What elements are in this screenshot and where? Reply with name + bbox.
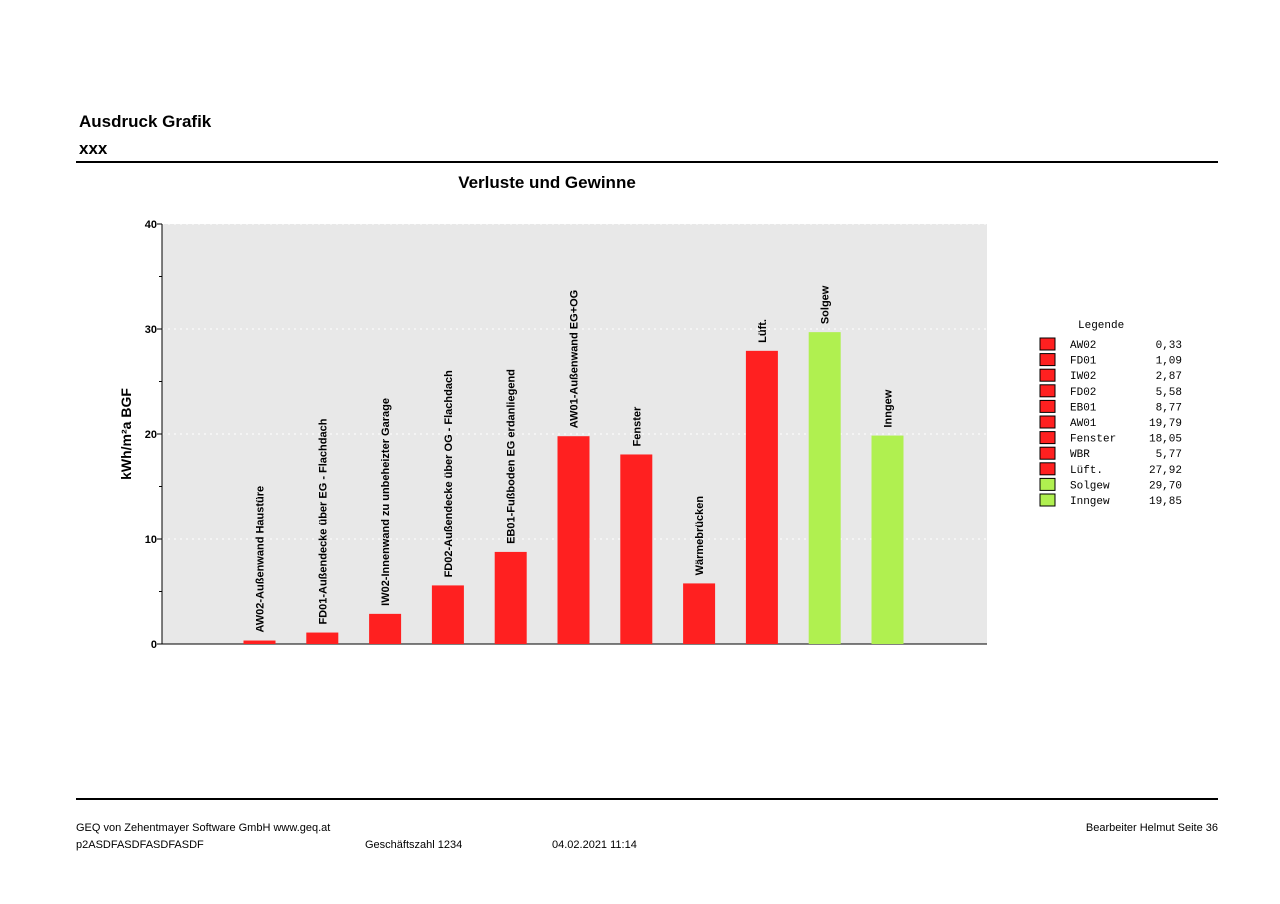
bar xyxy=(871,435,904,644)
bar-chart: Verluste und Gewinne 0 10 20 30 40 kWh/m²a B… xyxy=(118,173,1182,651)
bar xyxy=(745,350,778,644)
legend-swatch xyxy=(1039,493,1056,507)
legend-entry-value: 1,09 xyxy=(1156,356,1182,368)
y-ticks: 0 10 20 30 40 xyxy=(145,219,162,651)
bar xyxy=(431,585,464,644)
bar xyxy=(620,454,653,644)
bar-category-label: AW02-Außenwand Haustüre xyxy=(255,486,267,633)
y-axis-label: kWh/m²a BGF xyxy=(118,388,134,480)
bar-labels: AW02-Außenwand Haustüre FD01-Außendecke ü… xyxy=(255,285,895,632)
bar-category-label: Lüft. xyxy=(757,319,769,343)
bar-category-label: Fenster xyxy=(631,406,643,446)
bars xyxy=(243,332,904,644)
legend-swatch xyxy=(1039,337,1056,351)
legend-swatch xyxy=(1039,446,1056,460)
bar-category-label: FD01-Außendecke über EG - Flachdach xyxy=(317,418,329,624)
legend-entry-name: Solgew xyxy=(1070,480,1110,492)
y-tick-label: 20 xyxy=(145,429,157,441)
legend-entry-name: WBR xyxy=(1070,449,1090,461)
legend-entry-name: IW02 xyxy=(1070,371,1096,383)
footer-editor: Bearbeiter Helmut Seite 36 xyxy=(1085,822,1218,834)
legend-entry-value: 0,33 xyxy=(1156,340,1182,352)
bar xyxy=(369,613,402,644)
y-tick-label: 10 xyxy=(145,534,157,546)
legend-entry-value: 2,87 xyxy=(1156,371,1182,383)
legend-entry-name: AW01 xyxy=(1070,418,1097,430)
footer-company: GEQ von Zehentmayer Software GmbH www.ge… xyxy=(76,822,331,834)
legend-entry-name: FD01 xyxy=(1070,356,1097,368)
footer-project: p2ASDFASDFASDFASDF xyxy=(76,839,204,851)
bar-category-label: FD02-Außendecke über OG - Flachdach xyxy=(443,370,455,577)
footer-datetime: 04.02.2021 11:14 xyxy=(552,839,637,851)
legend-entry-value: 5,77 xyxy=(1156,449,1182,461)
bar xyxy=(808,332,841,644)
legend-title: Legende xyxy=(1078,320,1124,332)
legend: Legende AW02 0,33 FD01 1,09 IW02 2,87 FD02 5,58… xyxy=(1039,320,1182,508)
legend-entry-name: FD02 xyxy=(1070,387,1096,399)
footer-reference: Geschäftszahl 1234 xyxy=(365,839,463,851)
legend-entry-value: 5,58 xyxy=(1156,387,1182,399)
legend-swatch xyxy=(1039,399,1056,413)
bar xyxy=(683,583,716,644)
legend-entry-name: Fenster xyxy=(1070,434,1116,446)
legend-swatch xyxy=(1039,431,1056,445)
bar xyxy=(306,632,339,644)
chart-title: Verluste und Gewinne xyxy=(458,173,636,192)
bar xyxy=(557,436,590,644)
legend-entry-value: 8,77 xyxy=(1156,402,1182,414)
legend-entry-name: Lüft. xyxy=(1070,465,1103,477)
y-tick-label: 30 xyxy=(145,324,157,336)
bar-category-label: IW02-Innenwand zu unbeheizter Garage xyxy=(380,398,392,606)
legend-entry-value: 29,70 xyxy=(1149,480,1182,492)
legend-entry-name: Inngew xyxy=(1070,496,1110,508)
report-title: Ausdruck Grafik xyxy=(79,112,212,131)
legend-swatch xyxy=(1039,477,1056,491)
bar-category-label: Wärmebrücken xyxy=(694,496,706,576)
header-rule xyxy=(76,161,1218,163)
legend-entry-value: 19,85 xyxy=(1149,496,1182,508)
bar-category-label: AW01-Außenwand EG+OG xyxy=(569,290,581,428)
bar-category-label: EB01-Fußboden EG erdanliegend xyxy=(506,369,518,544)
legend-entry-value: 18,05 xyxy=(1149,434,1182,446)
bar xyxy=(494,551,527,644)
bar xyxy=(243,640,276,644)
legend-swatch xyxy=(1039,368,1056,382)
y-tick-label: 40 xyxy=(145,219,157,231)
legend-entry-name: AW02 xyxy=(1070,340,1096,352)
legend-swatch xyxy=(1039,415,1056,429)
y-tick-label: 0 xyxy=(151,639,157,651)
footer-rule xyxy=(76,798,1218,800)
legend-entry-value: 27,92 xyxy=(1149,465,1182,477)
legend-entry-name: EB01 xyxy=(1070,402,1097,414)
bar-category-label: Solgew xyxy=(820,285,832,324)
legend-swatch xyxy=(1039,384,1056,398)
legend-swatch xyxy=(1039,353,1056,367)
legend-swatch xyxy=(1039,462,1056,476)
report-subtitle: xxx xyxy=(79,139,108,158)
bar-category-label: Inngew xyxy=(883,389,895,427)
legend-entry-value: 19,79 xyxy=(1149,418,1182,430)
